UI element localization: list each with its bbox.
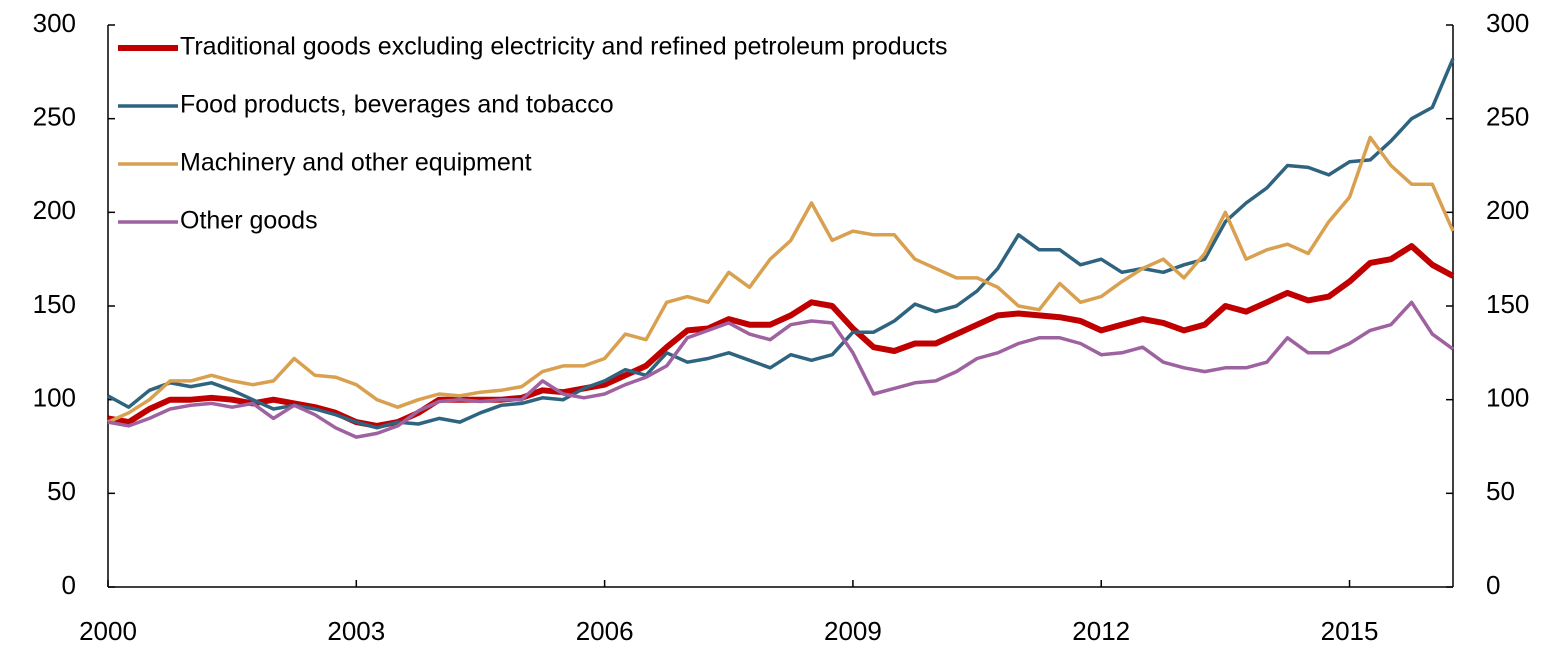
series-line [107, 135, 1455, 424]
y-tick-label: 100 [33, 383, 76, 413]
series-line [107, 300, 1455, 439]
x-tick-label: 2012 [1072, 616, 1130, 646]
legend-label: Machinery and other equipment [180, 149, 532, 177]
x-tick-label: 2000 [79, 616, 137, 646]
legend-label: Other goods [180, 207, 318, 235]
x-tick-label: 2009 [824, 616, 882, 646]
legend-label: Traditional goods excluding electricity … [180, 33, 948, 61]
y-tick-label: 150 [33, 289, 76, 319]
y-tick-label: 300 [33, 8, 76, 38]
y2-tick-label: 150 [1486, 289, 1529, 319]
y-tick-label: 0 [62, 570, 76, 600]
x-tick-label: 2003 [327, 616, 385, 646]
y-tick-label: 200 [33, 195, 76, 225]
legend-label: Food products, beverages and tobacco [180, 91, 614, 119]
y2-tick-label: 100 [1486, 383, 1529, 413]
x-tick-label: 2006 [576, 616, 634, 646]
y-tick-label: 250 [33, 102, 76, 132]
y2-tick-label: 200 [1486, 195, 1529, 225]
y2-tick-label: 0 [1486, 570, 1500, 600]
y2-tick-label: 250 [1486, 102, 1529, 132]
y2-tick-label: 300 [1486, 8, 1529, 38]
y2-tick-label: 50 [1486, 476, 1515, 506]
series-line [107, 243, 1455, 429]
x-tick-label: 2015 [1321, 616, 1379, 646]
y-tick-label: 50 [47, 476, 76, 506]
